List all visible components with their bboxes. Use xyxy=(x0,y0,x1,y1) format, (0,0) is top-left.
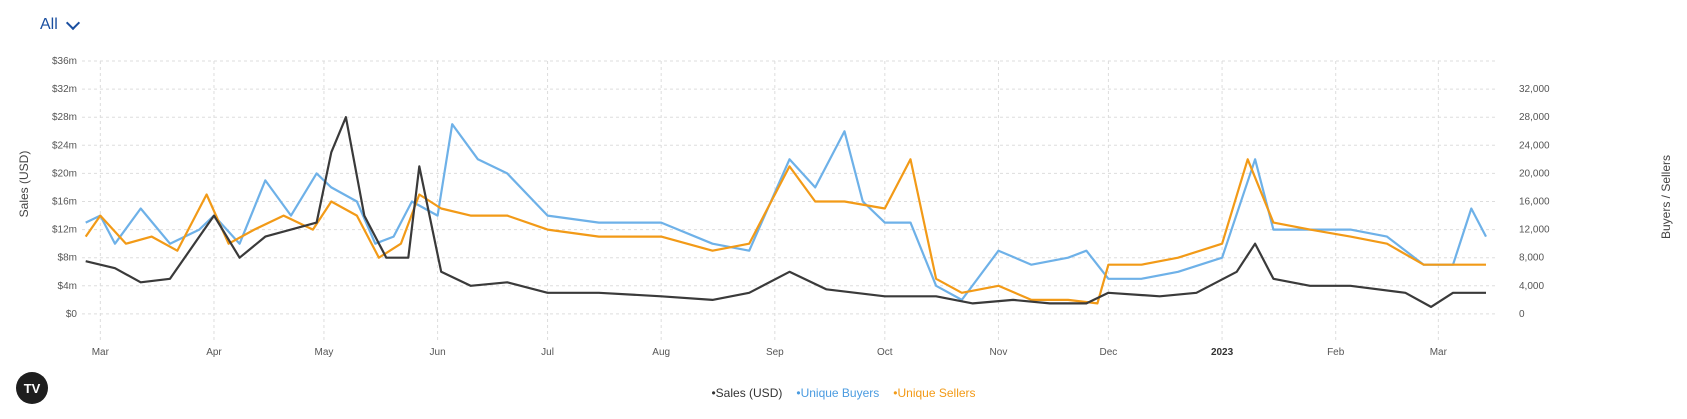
y-tick-label: $24m xyxy=(52,140,77,151)
x-tick-label: Sep xyxy=(766,347,784,358)
y2-tick-label: 32,000 xyxy=(1519,84,1550,95)
chart-grid xyxy=(82,60,1497,342)
legend-label-buyers: Unique Buyers xyxy=(800,386,880,400)
y-tick-label: $16m xyxy=(52,197,77,208)
y-tick-label: $20m xyxy=(52,168,77,179)
y-axis-right: 0 4,000 8,000 12,000 16,000 20,000 24,000 28,00… xyxy=(1519,84,1550,320)
y-axis-left-title: Sales (USD) xyxy=(17,151,31,218)
x-tick-label: May xyxy=(314,347,333,358)
series-line-sales-usd- xyxy=(85,116,1486,308)
y2-tick-label: 8,000 xyxy=(1519,253,1544,264)
x-axis: Mar Apr May Jun Jul Aug Sep Oct Nov Dec 2023 Feb Mar xyxy=(92,347,1448,358)
y2-tick-label: 20,000 xyxy=(1519,168,1550,179)
x-tick-label: Mar xyxy=(92,347,110,358)
y2-tick-label: 16,000 xyxy=(1519,197,1550,208)
legend-item-sales[interactable]: •Sales (USD) xyxy=(711,386,783,400)
y2-tick-label: 12,000 xyxy=(1519,225,1550,236)
y-tick-label: $28m xyxy=(52,112,77,123)
y-tick-label: $8m xyxy=(58,253,77,264)
y-axis-left: $0 $4m $8m $12m $16m $20m $24m $28m $32m $36m xyxy=(52,56,77,320)
legend: •Sales (USD) •Unique Buyers •Unique Sell… xyxy=(0,386,1687,400)
x-tick-label: 2023 xyxy=(1211,347,1234,358)
x-tick-label: Oct xyxy=(877,347,893,358)
series-line-unique-sellers xyxy=(84,158,1486,305)
y2-tick-label: 4,000 xyxy=(1519,281,1544,292)
y-tick-label: $36m xyxy=(52,56,77,67)
y-tick-label: $0 xyxy=(66,309,78,320)
x-tick-label: Dec xyxy=(1100,347,1118,358)
y-axis-right-title: Buyers / Sellers xyxy=(1659,155,1673,239)
y-tick-label: $12m xyxy=(52,225,77,236)
legend-item-sellers[interactable]: •Unique Sellers xyxy=(893,386,976,400)
y2-tick-label: 24,000 xyxy=(1519,140,1550,151)
tradingview-logo-icon: TV xyxy=(16,372,48,404)
chart-series xyxy=(84,116,1487,308)
filter-dropdown[interactable]: All xyxy=(40,15,80,34)
x-tick-label: Jun xyxy=(430,347,446,358)
x-tick-label: Apr xyxy=(206,347,222,358)
sales-buyers-sellers-chart: $0 $4m $8m $12m $16m $20m $24m $28m $32m $36m 0 4,… xyxy=(17,56,1673,358)
y-tick-label: $32m xyxy=(52,84,77,95)
x-tick-label: Nov xyxy=(990,347,1008,358)
legend-item-buyers[interactable]: •Unique Buyers xyxy=(796,386,880,400)
x-tick-label: Mar xyxy=(1430,347,1448,358)
y2-tick-label: 28,000 xyxy=(1519,112,1550,123)
x-tick-label: Feb xyxy=(1327,347,1345,358)
legend-label-sellers: Unique Sellers xyxy=(897,386,976,400)
x-tick-label: Aug xyxy=(652,347,670,358)
y2-tick-label: 0 xyxy=(1519,309,1525,320)
legend-label-sales: Sales (USD) xyxy=(715,386,783,400)
x-tick-label: Jul xyxy=(541,347,554,358)
filter-label: All xyxy=(40,16,58,33)
y-tick-label: $4m xyxy=(58,281,77,292)
